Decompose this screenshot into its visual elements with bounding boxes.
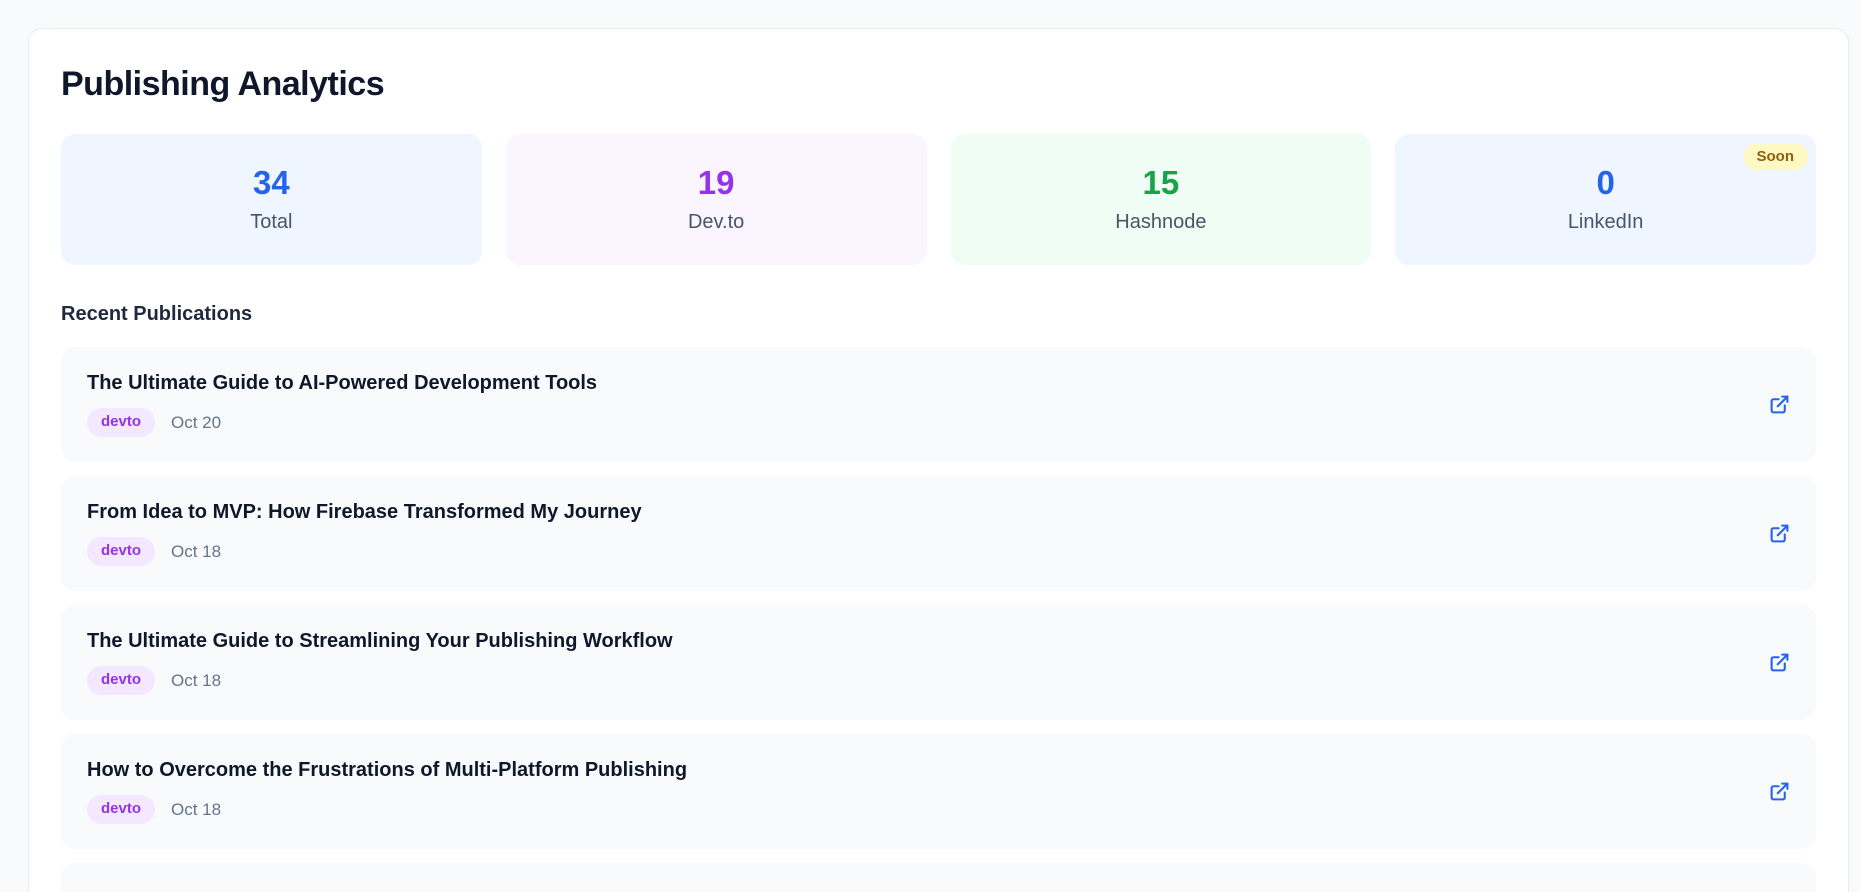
publication-title: The Ultimate Guide to AI-Powered Develop… bbox=[87, 372, 598, 395]
publication-info: The Ultimate Guide to Streamlining Your … bbox=[87, 630, 673, 695]
publication-title: How to Overcome the Frustrations of Mult… bbox=[87, 759, 688, 782]
stat-card-hashnode: 15 Hashnode bbox=[950, 134, 1372, 265]
publication-info: The Ultimate Guide to AI-Powered Develop… bbox=[87, 372, 597, 437]
platform-badge: devto bbox=[87, 537, 156, 566]
external-link-icon[interactable] bbox=[1769, 781, 1790, 802]
publishing-analytics-panel: Publishing Analytics 34 Total 19 Dev.to … bbox=[28, 28, 1849, 892]
publication-row-partial bbox=[61, 863, 1816, 892]
publication-meta: devto Oct 18 bbox=[87, 666, 673, 695]
publication-title: The Ultimate Guide to Streamlining Your … bbox=[87, 630, 673, 653]
publications-list: The Ultimate Guide to AI-Powered Develop… bbox=[61, 347, 1816, 892]
external-link-icon[interactable] bbox=[1769, 523, 1790, 544]
publication-row: From Idea to MVP: How Firebase Transform… bbox=[61, 476, 1816, 591]
soon-badge: Soon bbox=[1742, 144, 1808, 170]
stat-label-linkedin: LinkedIn bbox=[1567, 211, 1644, 234]
platform-badge: devto bbox=[87, 666, 156, 695]
publication-meta: devto Oct 18 bbox=[87, 795, 687, 824]
publication-title: From Idea to MVP: How Firebase Transform… bbox=[87, 501, 642, 524]
publication-date: Oct 18 bbox=[171, 799, 222, 819]
external-link-icon[interactable] bbox=[1769, 652, 1790, 673]
publication-date: Oct 18 bbox=[171, 670, 222, 690]
stats-grid: 34 Total 19 Dev.to 15 Hashnode Soon 0 Li… bbox=[61, 134, 1816, 265]
stat-label-hashnode: Hashnode bbox=[1115, 211, 1207, 234]
publication-date: Oct 18 bbox=[171, 541, 222, 561]
publication-row: The Ultimate Guide to AI-Powered Develop… bbox=[61, 347, 1816, 462]
stat-value-linkedin: 0 bbox=[1596, 163, 1615, 201]
stat-value-hashnode: 15 bbox=[1142, 163, 1180, 201]
stat-label-devto: Dev.to bbox=[687, 211, 745, 234]
stat-value-total: 34 bbox=[253, 163, 290, 201]
publication-info: How to Overcome the Frustrations of Mult… bbox=[87, 759, 687, 824]
publication-date: Oct 20 bbox=[171, 412, 222, 432]
stat-card-linkedin: Soon 0 LinkedIn bbox=[1395, 134, 1816, 265]
stat-card-devto: 19 Dev.to bbox=[505, 134, 927, 265]
recent-publications-heading: Recent Publications bbox=[61, 303, 253, 325]
publication-row: How to Overcome the Frustrations of Mult… bbox=[61, 734, 1816, 849]
external-link-icon[interactable] bbox=[1769, 394, 1790, 415]
platform-badge: devto bbox=[87, 795, 156, 824]
stat-label-total: Total bbox=[250, 211, 293, 234]
publication-row: The Ultimate Guide to Streamlining Your … bbox=[61, 605, 1816, 720]
platform-badge: devto bbox=[87, 408, 156, 437]
stat-card-total: 34 Total bbox=[61, 134, 482, 265]
stat-value-devto: 19 bbox=[697, 163, 735, 201]
page-title: Publishing Analytics bbox=[61, 65, 385, 103]
publication-info: From Idea to MVP: How Firebase Transform… bbox=[87, 501, 642, 566]
publication-meta: devto Oct 20 bbox=[87, 408, 597, 437]
publication-meta: devto Oct 18 bbox=[87, 537, 642, 566]
